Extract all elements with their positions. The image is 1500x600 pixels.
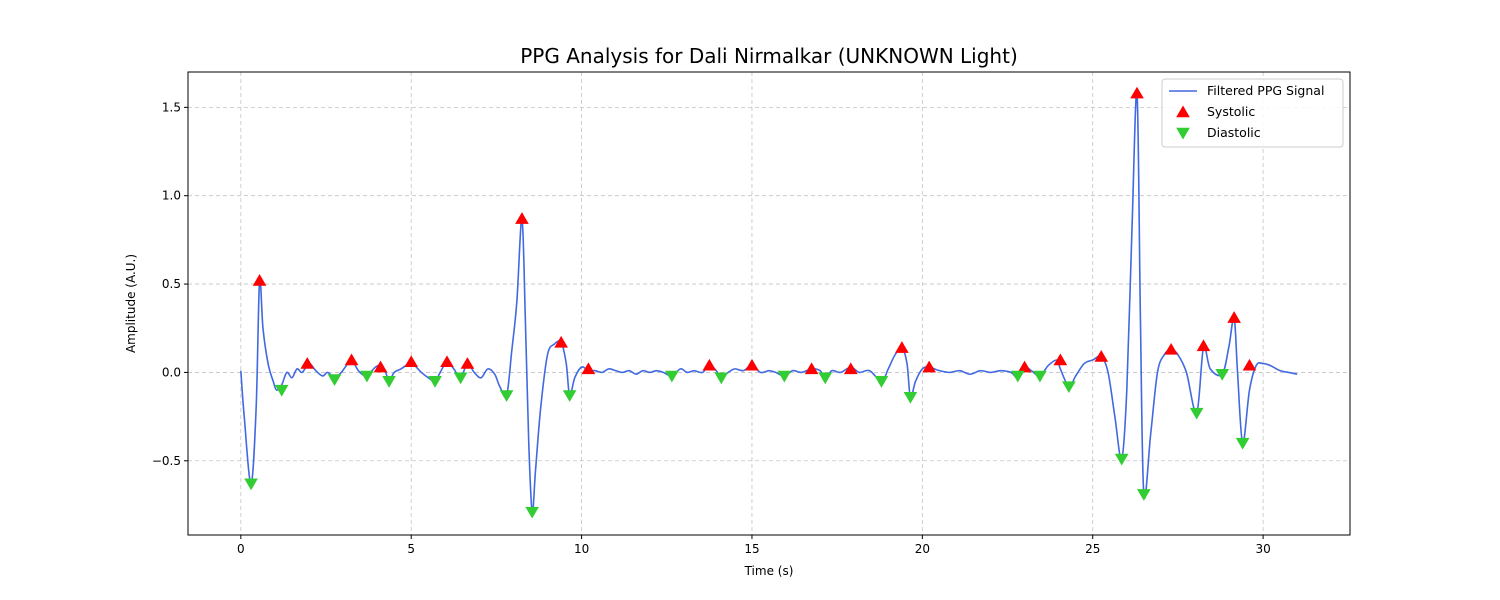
- x-tick-label: 20: [915, 542, 930, 556]
- x-axis-label: Time (s): [744, 564, 794, 578]
- diastolic-marker: [327, 374, 342, 386]
- diastolic-marker: [1137, 489, 1151, 501]
- diastolic-marker: [818, 372, 833, 385]
- legend-box: [1161, 78, 1344, 148]
- legend-label-systolic: Systolic: [1207, 104, 1255, 119]
- x-tick-label: 15: [744, 542, 759, 556]
- y-tick-label: −0.5: [152, 454, 181, 468]
- systolic-marker: [344, 353, 359, 366]
- systolic-marker: [1130, 86, 1144, 99]
- systolic-marker: [373, 360, 388, 373]
- grid: [188, 72, 1350, 535]
- diastolic-marker: [525, 506, 539, 519]
- systolic-marker: [515, 212, 529, 224]
- diastolic-marker: [903, 391, 918, 404]
- systolic-marker: [1242, 358, 1257, 371]
- diastolic-marker: [1114, 453, 1129, 466]
- diastolic-marker: [453, 372, 468, 385]
- x-tick-label: 25: [1085, 542, 1100, 556]
- y-axis-label: Amplitude (A.U.): [124, 254, 138, 353]
- y-tick-label: 0.0: [162, 365, 181, 379]
- plot-frame: [187, 71, 1351, 536]
- systolic-marker: [1053, 353, 1068, 366]
- systolic-marker: [895, 341, 909, 353]
- legend-diastolic-marker: [1176, 127, 1190, 140]
- systolic-marker: [460, 357, 475, 369]
- x-tick-label: 30: [1255, 542, 1270, 556]
- diastolic-marker: [274, 384, 289, 397]
- systolic-marker: [300, 357, 315, 369]
- systolic-marker: [252, 274, 267, 286]
- systolic-marker: [702, 358, 717, 371]
- legend-label-diastolic: Diastolic: [1207, 125, 1261, 140]
- diastolic-marker: [874, 376, 889, 388]
- systolic-marker: [554, 335, 568, 348]
- y-tick-label: 1.5: [162, 100, 181, 114]
- diastolic-marker: [714, 372, 729, 385]
- y-tick-label: 1.0: [162, 189, 181, 203]
- systolic-marker: [804, 362, 819, 375]
- systolic-marker: [1227, 311, 1241, 323]
- ticks: 0 5 10 15 20 25 30 −0.5 0.0 0.5 1.0 1.5: [152, 100, 1271, 556]
- diastolic-marker: [1033, 370, 1047, 383]
- systolic-marker: [1164, 342, 1178, 355]
- systolic-marker: [404, 355, 419, 368]
- diastolic-marker: [360, 370, 374, 383]
- systolic-marker: [843, 362, 858, 375]
- diastolic-marker: [382, 376, 396, 388]
- systolic-marker: [581, 362, 596, 375]
- legend: Filtered PPG Signal Systolic Diastolic: [1161, 78, 1344, 148]
- systolic-marker: [1196, 339, 1211, 352]
- chart-title: PPG Analysis for Dali Nirmalkar (UNKNOWN…: [520, 44, 1018, 68]
- diastolic-marker: [1010, 370, 1025, 383]
- diastolic-marker: [1215, 368, 1230, 381]
- diastolic-marker: [244, 478, 258, 491]
- x-tick-label: 10: [574, 542, 589, 556]
- diastolic-marker: [665, 370, 679, 383]
- x-tick-label: 0: [237, 542, 245, 556]
- systolic-marker: [922, 360, 936, 373]
- systolic-marker: [1017, 360, 1032, 373]
- diastolic-marker: [777, 370, 792, 383]
- y-tick-label: 0.5: [162, 277, 181, 291]
- diastolic-marker: [562, 390, 577, 402]
- diastolic-marker: [1235, 437, 1250, 450]
- marker-layer: [244, 86, 1257, 519]
- diastolic-marker: [1189, 407, 1204, 420]
- diastolic-marker: [1062, 381, 1076, 394]
- diastolic-marker: [499, 390, 514, 402]
- x-tick-label: 5: [407, 542, 415, 556]
- systolic-marker: [440, 355, 454, 368]
- systolic-marker: [745, 358, 759, 371]
- diastolic-marker: [428, 376, 442, 388]
- systolic-marker: [1094, 350, 1109, 362]
- legend-label-signal: Filtered PPG Signal: [1207, 83, 1324, 98]
- legend-systolic-marker: [1176, 105, 1190, 118]
